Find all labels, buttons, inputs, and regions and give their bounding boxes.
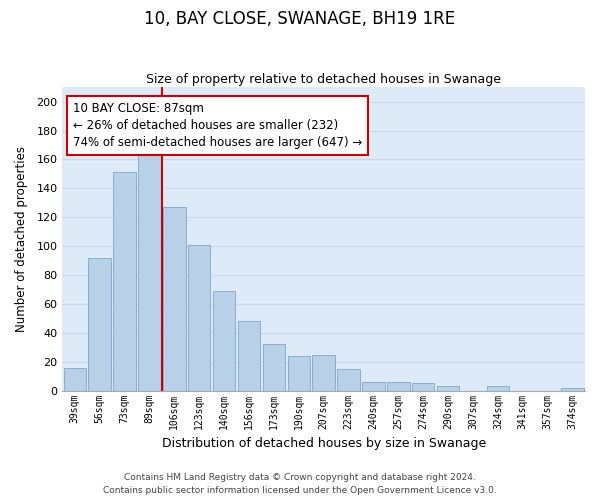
Bar bbox=[138, 152, 161, 390]
Bar bbox=[113, 172, 136, 390]
X-axis label: Distribution of detached houses by size in Swanage: Distribution of detached houses by size … bbox=[161, 437, 486, 450]
Text: 10 BAY CLOSE: 87sqm
← 26% of detached houses are smaller (232)
74% of semi-detac: 10 BAY CLOSE: 87sqm ← 26% of detached ho… bbox=[73, 102, 362, 150]
Bar bbox=[562, 388, 584, 390]
Bar bbox=[213, 291, 235, 390]
Bar bbox=[64, 368, 86, 390]
Y-axis label: Number of detached properties: Number of detached properties bbox=[15, 146, 28, 332]
Bar bbox=[263, 344, 285, 391]
Bar bbox=[412, 384, 434, 390]
Bar bbox=[387, 382, 410, 390]
Bar bbox=[88, 258, 111, 390]
Text: Contains HM Land Registry data © Crown copyright and database right 2024.
Contai: Contains HM Land Registry data © Crown c… bbox=[103, 474, 497, 495]
Text: 10, BAY CLOSE, SWANAGE, BH19 1RE: 10, BAY CLOSE, SWANAGE, BH19 1RE bbox=[145, 10, 455, 28]
Bar bbox=[337, 369, 360, 390]
Bar bbox=[287, 356, 310, 390]
Bar bbox=[188, 244, 211, 390]
Bar bbox=[487, 386, 509, 390]
Bar bbox=[238, 322, 260, 390]
Bar bbox=[163, 207, 185, 390]
Title: Size of property relative to detached houses in Swanage: Size of property relative to detached ho… bbox=[146, 73, 501, 86]
Bar bbox=[313, 354, 335, 390]
Bar bbox=[437, 386, 460, 390]
Bar bbox=[362, 382, 385, 390]
